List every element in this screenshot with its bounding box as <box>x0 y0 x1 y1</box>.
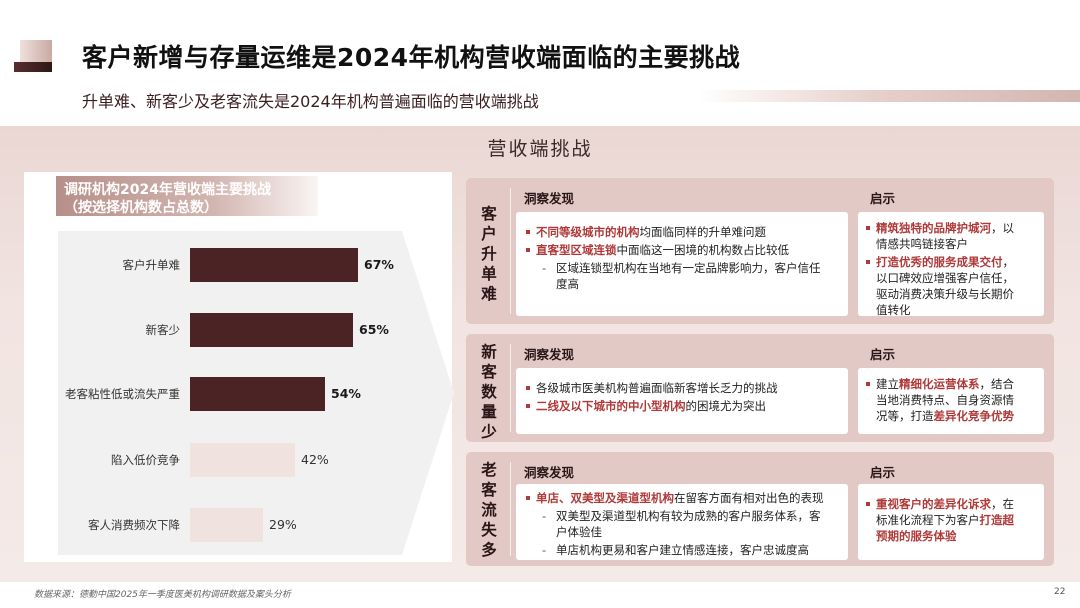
bar-category-label: 新客少 <box>145 323 181 337</box>
insight-box: 单店、双美型及渠道型机构在留客方面有相对出色的表现 - 双美型及渠道型机构有较为成… <box>516 484 848 560</box>
page-number: 22 <box>1054 587 1066 597</box>
bar-category-label: 客户升单难 <box>122 258 181 272</box>
bar-category-label: 陷入低价竞争 <box>111 453 180 467</box>
page-title: 客户新增与存量运维是2024年机构营收端面临的主要挑战 <box>82 43 741 72</box>
bar <box>190 377 325 411</box>
bar-value-label: 42% <box>301 452 329 467</box>
chart-title-banner: 调研机构2024年营收端主要挑战 （按选择机构数占总数） <box>56 176 318 216</box>
chart-title: 调研机构2024年营收端主要挑战 <box>64 182 271 198</box>
card-vertical-label: 老 客 流 失 多 <box>481 461 497 559</box>
panel-header: 营收端挑战 <box>0 126 1080 166</box>
panel-title: 营收端挑战 <box>487 138 593 160</box>
insight-subpoint: - 单店机构更易和客户建立情感连接，客户忠诚度高 <box>542 543 809 557</box>
page-subtitle: 升单难、新客少及老客流失是2024年机构普遍面临的营收端挑战 <box>82 92 539 111</box>
subtitle-decoration-bar <box>697 90 1080 102</box>
bar-value-label: 54% <box>331 386 361 401</box>
data-source-note: 数据来源：德勤中国2025年一季度医美机构调研数据及案头分析 <box>34 590 291 600</box>
card-vertical-label: 客 户 升 单 难 <box>481 205 497 303</box>
insight-bullet: 不同等级城市的机构均面临同样的升单难问题 <box>526 224 844 240</box>
insight-bullet: 二线及以下城市的中小型机构的困境尤为突出 <box>526 398 844 414</box>
tip-box: 重视客户的差异化诉求，在 标准化流程下为客户打造超 预期的服务体验 <box>858 484 1044 560</box>
insight-heading: 洞察发现 <box>524 465 575 480</box>
tip-heading: 启示 <box>870 347 896 362</box>
chart-subtitle: （按选择机构数占总数） <box>64 200 218 216</box>
insight-subpoint: - 区域连锁型机构在当地有一定品牌影响力，客户信任 度高 <box>542 261 821 291</box>
challenge-card-upsell: 客 户 升 单 难 洞察发现 启示 不同等级城市的机构均面临同样的升单难问题 直… <box>466 178 1054 324</box>
bar-value-label: 67% <box>364 257 394 272</box>
insight-heading: 洞察发现 <box>524 347 575 362</box>
bar <box>190 313 353 347</box>
tip-heading: 启示 <box>870 465 896 480</box>
bar-category-label: 老客粘性低或流失严重 <box>65 387 180 401</box>
bar <box>190 508 263 542</box>
tip-box: 精筑独特的品牌护城河，以 情感共鸣链接客户 打造优秀的服务成果交付， 以口碑效应增强… <box>858 212 1044 318</box>
insight-box: 各级城市医美机构普遍面临新客增长乏力的挑战 二线及以下城市的中小型机构的困境尤为… <box>516 368 848 434</box>
bar-category-label: 客人消费频次下降 <box>88 518 180 532</box>
insight-bullet: 直客型区域连锁中面临这一困境的机构数占比较低 <box>526 242 844 258</box>
challenge-card-churn: 老 客 流 失 多 洞察发现 启示 单店、双美型及渠道型机构在留客方面有相对出色… <box>466 452 1054 566</box>
tip-bullet: 打造优秀的服务成果交付， 以口碑效应增强客户信任， 驱动消费决策升级与长期价 值转化 <box>866 254 1042 318</box>
insight-bullet: 单店、双美型及渠道型机构在留客方面有相对出色的表现 <box>526 490 844 506</box>
bar <box>190 443 295 477</box>
tip-bullet: 精筑独特的品牌护城河，以 情感共鸣链接客户 <box>866 220 1042 252</box>
insight-subpoint: - 双美型及渠道型机构有较为成熟的客户服务体系，客 户体验佳 <box>542 509 821 539</box>
bar-value-label: 65% <box>359 322 389 337</box>
bar-value-label: 29% <box>269 517 297 532</box>
tip-box: 建立精细化运营体系，结合 当地消费特点、自身资源情 况等，打造差异化竞争优势 <box>858 368 1044 434</box>
tip-heading: 启示 <box>870 191 896 206</box>
card-vertical-label: 新 客 数 量 少 <box>481 343 497 441</box>
insight-heading: 洞察发现 <box>524 191 575 206</box>
tip-bullet: 重视客户的差异化诉求，在 标准化流程下为客户打造超 预期的服务体验 <box>866 496 1042 544</box>
challenge-card-new-customers: 新 客 数 量 少 洞察发现 启示 各级城市医美机构普遍面临新客增长乏力的挑战 … <box>466 334 1054 442</box>
insight-box: 不同等级城市的机构均面临同样的升单难问题 直客型区域连锁中面临这一困境的机构数占… <box>516 212 848 316</box>
bar <box>190 248 358 282</box>
corner-decoration <box>14 40 52 74</box>
insight-bullet: 各级城市医美机构普遍面临新客增长乏力的挑战 <box>526 380 844 396</box>
tip-bullet: 建立精细化运营体系，结合 当地消费特点、自身资源情 况等，打造差异化竞争优势 <box>866 376 1042 424</box>
